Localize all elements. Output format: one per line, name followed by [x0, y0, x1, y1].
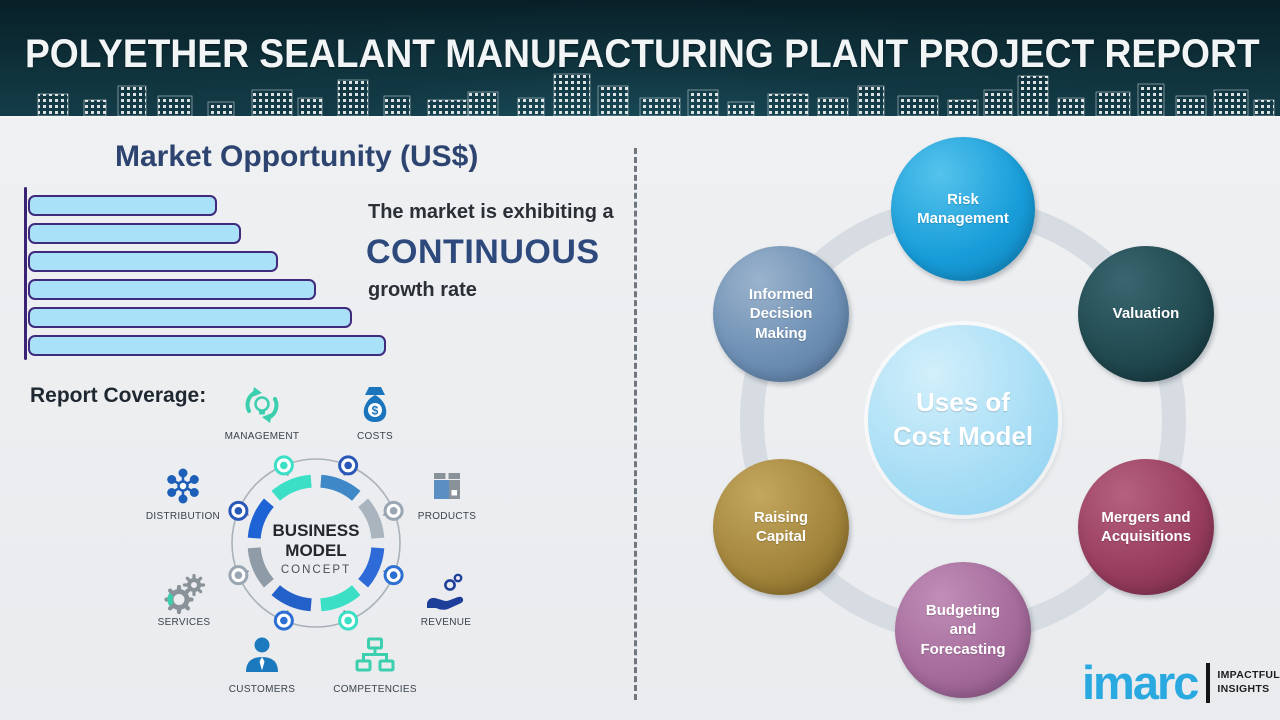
- circle-label: Informed Decision Making: [748, 285, 814, 342]
- market-caption-line1: The market is exhibiting a: [368, 201, 614, 223]
- competencies-icon: [355, 637, 395, 672]
- distribution-icon: [167, 468, 199, 504]
- services-icon: [164, 573, 206, 615]
- business-model-ring-diagram: BUSINESS MODEL CONCEPT: [228, 455, 404, 631]
- tagline-line2: INSIGHTS: [1217, 682, 1270, 695]
- circle-raising-capital: Raising Capital: [713, 459, 849, 595]
- circle-mergers-acquisitions: Mergers and Acquisitions: [1078, 459, 1214, 595]
- tagline-line1: IMPACTFUL: [1217, 668, 1280, 681]
- circle-label: Valuation: [1112, 305, 1180, 323]
- uses-line2: Cost Model: [892, 421, 1034, 451]
- imarc-logo: imarc IMPACTFUL INSIGHTS: [1082, 659, 1280, 706]
- circle-label: Mergers and Acquisitions: [1100, 508, 1191, 546]
- circle-valuation: Valuation: [1078, 246, 1214, 382]
- bar: [28, 307, 352, 328]
- bm-center-line1: BUSINESS: [273, 521, 360, 540]
- bar: [28, 279, 316, 300]
- bm-center-line3: CONCEPT: [281, 564, 351, 576]
- dashed-divider: [634, 148, 637, 700]
- uses-circle: Uses of Cost Model: [868, 325, 1058, 515]
- report-coverage-label: Report Coverage:: [30, 384, 207, 407]
- bar-chart-axis: [24, 187, 27, 360]
- market-caption-line2: growth rate: [368, 279, 477, 301]
- header-banner: POLYETHER SEALANT MANUFACTURING PLANT PR…: [0, 0, 1280, 118]
- coverage-item-competencies: COMPETENCIES: [333, 684, 417, 695]
- imarc-wordmark: imarc: [1082, 656, 1199, 709]
- revenue-icon: [427, 573, 464, 610]
- coverage-item-revenue: REVENUE: [420, 617, 472, 628]
- logo-separator: [1206, 662, 1211, 703]
- bar: [28, 251, 278, 272]
- circle-label: Budgeting and Forecasting: [920, 601, 1006, 658]
- coverage-item-customers: CUSTOMERS: [228, 684, 296, 695]
- circle-label: Raising Capital: [753, 508, 809, 546]
- costs-icon: $: [363, 387, 387, 422]
- circle-budgeting-forecasting: Budgeting and Forecasting: [895, 562, 1031, 698]
- page-title: POLYETHER SEALANT MANUFACTURING PLANT PR…: [25, 32, 1260, 76]
- market-opportunity-title: Market Opportunity (US$): [115, 140, 479, 173]
- uses-line1: Uses of: [916, 387, 1010, 418]
- coverage-item-services: SERVICES: [157, 617, 211, 628]
- management-icon: [245, 387, 279, 423]
- bar: [28, 223, 241, 244]
- coverage-item-management: MANAGEMENT: [224, 431, 300, 442]
- circle-label: Risk Management: [917, 190, 1009, 228]
- coverage-item-costs: COSTS: [357, 431, 393, 442]
- coverage-item-distribution: DISTRIBUTION: [145, 511, 221, 522]
- customers-icon: [246, 637, 278, 672]
- bar: [28, 195, 217, 216]
- circle-risk-management: Risk Management: [891, 137, 1035, 281]
- bm-center-line2: MODEL: [285, 541, 346, 560]
- svg-text:$: $: [372, 404, 379, 418]
- market-caption-highlight: CONTINUOUS: [366, 233, 600, 271]
- logo-tagline: IMPACTFUL INSIGHTS: [1217, 669, 1280, 696]
- products-icon: [434, 473, 460, 499]
- main-content: Market Opportunity (US$) The market is e…: [0, 118, 1280, 720]
- bar: [28, 335, 386, 356]
- coverage-item-products: PRODUCTS: [417, 511, 477, 522]
- city-skyline-graphic: [37, 73, 1275, 116]
- circle-informed-decision-making: Informed Decision Making: [713, 246, 849, 382]
